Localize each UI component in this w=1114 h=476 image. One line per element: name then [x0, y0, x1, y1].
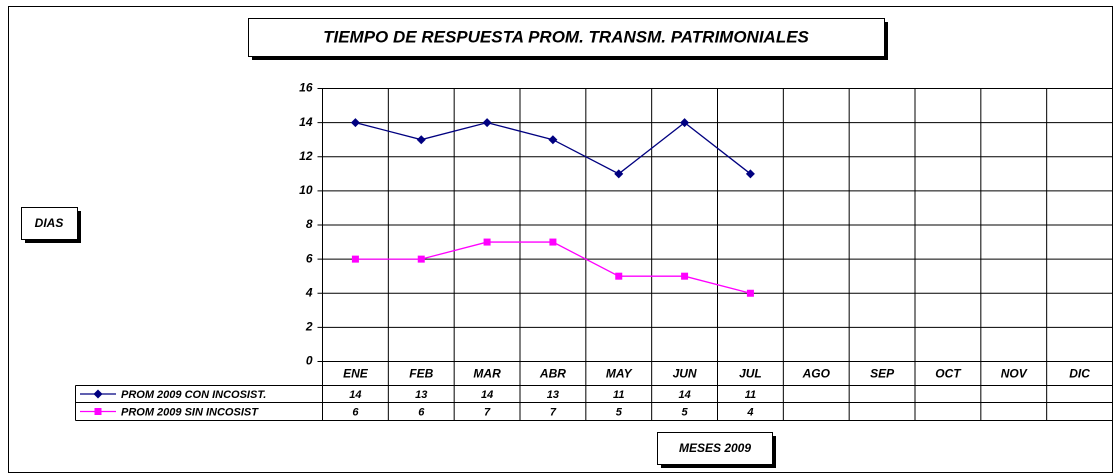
- table-value: 6: [418, 406, 425, 418]
- chart-frame: [8, 6, 1113, 473]
- x-axis-label: MESES 2009: [679, 441, 751, 455]
- x-tick-label: FEB: [409, 367, 433, 381]
- table-value: 13: [547, 389, 559, 401]
- marker: [483, 238, 491, 246]
- marker: [615, 272, 623, 280]
- x-tick-label: AGO: [802, 367, 831, 381]
- x-tick-label: JUN: [673, 367, 697, 381]
- y-tick-label: 10: [299, 183, 313, 197]
- table-value: 11: [745, 389, 756, 401]
- y-tick-label: 14: [299, 115, 313, 129]
- marker: [417, 255, 425, 263]
- x-tick-label: DIC: [1069, 367, 1090, 381]
- x-tick-label: JUL: [739, 367, 762, 381]
- marker: [548, 135, 558, 145]
- x-tick-label: ABR: [539, 367, 566, 381]
- table-value: 11: [613, 389, 624, 401]
- legend-label: PROM 2009 SIN INCOSIST: [121, 406, 259, 418]
- table-value: 14: [481, 389, 493, 401]
- x-tick-label: ENE: [343, 367, 369, 381]
- table-value: 6: [352, 406, 359, 418]
- x-tick-label: NOV: [1001, 367, 1028, 381]
- table-value: 4: [746, 406, 753, 418]
- y-tick-label: 0: [306, 354, 313, 368]
- marker: [746, 289, 754, 297]
- marker: [351, 255, 359, 263]
- y-tick-label: 2: [305, 320, 313, 334]
- marker: [614, 169, 624, 179]
- y-tick-label: 8: [306, 217, 313, 231]
- y-tick-label: 16: [299, 81, 313, 95]
- marker: [549, 238, 557, 246]
- chart-title: TIEMPO DE RESPUESTA PROM. TRANSM. PATRIM…: [323, 27, 809, 46]
- marker: [745, 169, 755, 179]
- table-value: 7: [484, 406, 491, 418]
- marker: [681, 272, 689, 280]
- y-tick-label: 6: [306, 251, 313, 265]
- x-label-box: [657, 432, 773, 465]
- table-value: 5: [682, 406, 689, 418]
- table-value: 5: [616, 406, 623, 418]
- marker: [93, 389, 103, 399]
- table-value: 14: [349, 389, 361, 401]
- marker: [416, 135, 426, 145]
- y-axis-label: DIAS: [35, 216, 64, 230]
- table-value: 7: [550, 406, 557, 418]
- x-tick-label: MAY: [606, 367, 633, 381]
- legend-label: PROM 2009 CON INCOSIST.: [121, 389, 266, 401]
- x-tick-label: SEP: [870, 367, 895, 381]
- y-tick-label: 12: [299, 149, 313, 163]
- title-box: [248, 18, 885, 57]
- table-value: 13: [415, 389, 427, 401]
- x-tick-label: MAR: [473, 367, 501, 381]
- marker: [482, 118, 492, 128]
- table-value: 14: [678, 389, 690, 401]
- marker: [350, 118, 360, 128]
- marker: [680, 118, 690, 128]
- x-tick-label: OCT: [935, 367, 962, 381]
- y-tick-label: 4: [305, 285, 313, 299]
- y-label-box: [21, 207, 78, 240]
- marker: [94, 408, 102, 415]
